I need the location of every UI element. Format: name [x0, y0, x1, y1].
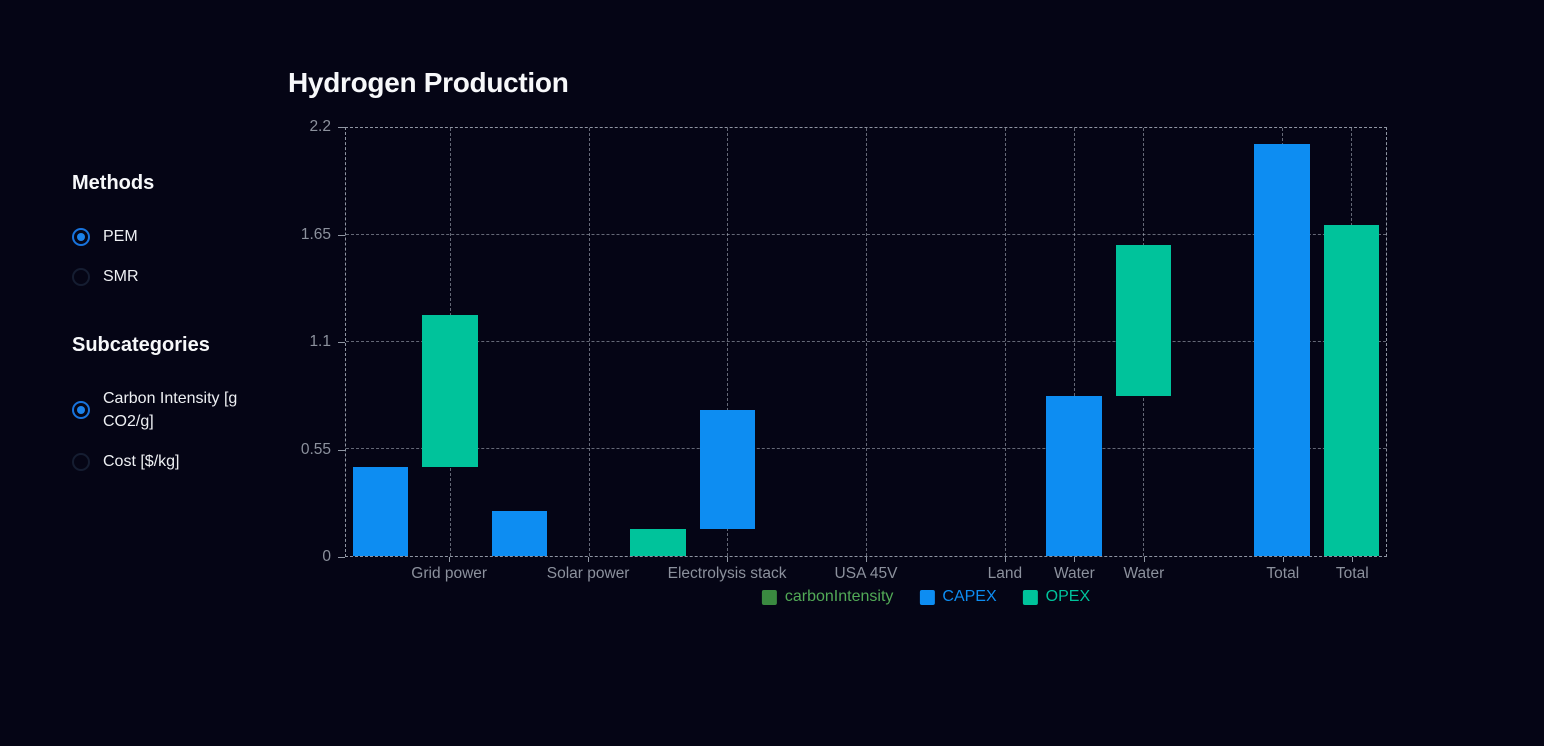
y-tick-label: 0	[322, 548, 331, 565]
x-tick-mark	[588, 557, 590, 562]
legend-swatch-icon	[761, 589, 777, 605]
y-tick-label: 2.2	[309, 118, 331, 135]
v-gridline	[1074, 128, 1075, 556]
x-tick-label-water: Water	[1123, 565, 1165, 582]
radio-button-icon	[72, 227, 90, 246]
radio-button-icon	[72, 452, 90, 471]
x-tick-mark	[1074, 557, 1076, 562]
chart-bar-capex-total	[1254, 143, 1310, 556]
v-gridline	[1004, 128, 1006, 556]
radio-label: SMR	[103, 268, 139, 285]
y-axis: 0 0.55 1.1 1.65 2.2	[270, 118, 345, 565]
group-title-methods: Methods	[72, 172, 155, 194]
x-tick-mark	[1004, 557, 1006, 562]
y-tick-label: 1.65	[300, 225, 331, 243]
y-tick-mark	[338, 449, 345, 451]
y-tick-label: 1.1	[309, 333, 331, 350]
x-tick-label-grid-power: Grid power	[411, 565, 488, 582]
chart-bar-opex-water	[1115, 244, 1172, 397]
sidebar-group-subcategories: Subcategories Carbon Intensity [g CO2/g] C…	[72, 334, 282, 473]
chart-bar-opex-grid-power	[422, 314, 478, 467]
sidebar-group-methods: Methods PEM SMR	[72, 172, 282, 288]
x-tick-mark	[727, 557, 729, 562]
x-tick-label-total: Total	[1266, 565, 1300, 582]
x-tick-label-solar-power: Solar power	[546, 565, 630, 582]
radio-button-icon	[72, 401, 90, 419]
legend-item-carbonintensity[interactable]: carbonIntensity	[761, 588, 894, 606]
x-tick-label-water: Water	[1054, 565, 1095, 582]
legend-swatch-icon	[1022, 589, 1038, 605]
x-tick-label-electrolysis-stack: Electrolysis stack	[667, 565, 787, 582]
v-gridline	[727, 128, 729, 556]
x-tick-mark	[449, 557, 451, 562]
legend-swatch-icon	[919, 589, 935, 605]
x-tick-label-land: Land	[987, 565, 1023, 582]
y-tick-mark	[338, 342, 345, 343]
group-title-subcategories: Subcategories	[72, 334, 210, 356]
y-tick-mark	[338, 127, 345, 128]
radio-option-cost-kg[interactable]: Cost [$/kg]	[72, 450, 282, 473]
chart-bar-opex-total	[1323, 225, 1380, 556]
x-tick-mark	[1282, 557, 1284, 562]
chart-legend: carbonIntensity CAPEX OPEX	[761, 588, 1091, 606]
radio-button-icon	[72, 267, 90, 286]
x-tick-label-usa-45v: USA 45V	[834, 565, 898, 582]
chart-bar-capex-electrolysis-stack	[699, 410, 756, 529]
y-tick-mark	[338, 557, 345, 558]
x-tick-mark	[1143, 557, 1145, 562]
v-gridline	[866, 128, 867, 556]
x-axis: Grid power Solar power Electrolysis stack U…	[345, 557, 1387, 597]
x-tick-mark	[866, 557, 867, 562]
x-tick-label-total: Total	[1335, 565, 1369, 582]
legend-item-opex[interactable]: OPEX	[1022, 588, 1091, 606]
radio-label: Carbon Intensity [g CO2/g]	[103, 390, 238, 430]
legend-item-capex[interactable]: CAPEX	[919, 588, 997, 606]
y-tick-label: 0.55	[300, 440, 331, 458]
legend-label: CAPEX	[942, 588, 997, 605]
page-title: Hydrogen Production	[288, 66, 569, 98]
radio-option-carbon-intensity-g-co2-g[interactable]: Carbon Intensity [g CO2/g]	[72, 387, 282, 433]
y-tick-mark	[338, 234, 345, 236]
chart-bar-capex-grid-power	[352, 466, 409, 556]
chart-bar-capex-water	[1046, 396, 1102, 556]
x-tick-mark	[1352, 557, 1354, 562]
radio-option-pem[interactable]: PEM	[72, 225, 282, 248]
radio-label: PEM	[103, 228, 138, 245]
v-gridline	[588, 128, 590, 556]
chart-bar-capex-solar-power	[491, 511, 548, 556]
chart-bar-opex-electrolysis-stack	[630, 528, 686, 556]
legend-label: OPEX	[1045, 588, 1091, 605]
radio-label: Cost [$/kg]	[103, 453, 180, 470]
sidebar: Methods PEM SMR Subcategories Carbon Intensi…	[72, 172, 282, 490]
legend-label: carbonIntensity	[784, 588, 894, 605]
plot-area	[345, 127, 1387, 557]
radio-option-smr[interactable]: SMR	[72, 265, 282, 288]
